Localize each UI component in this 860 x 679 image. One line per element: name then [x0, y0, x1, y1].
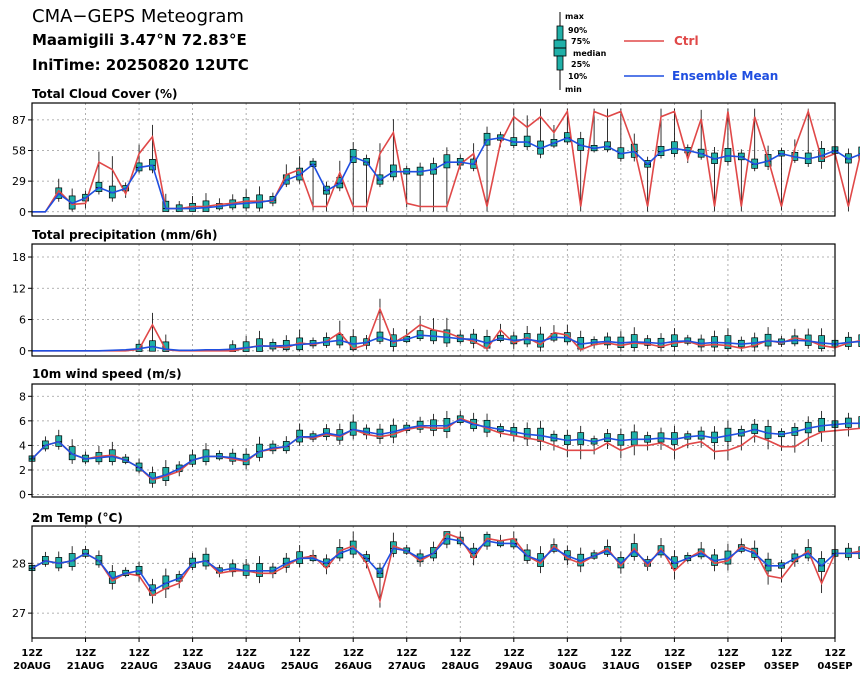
legend-median: median [573, 49, 607, 58]
panel-frame [31, 102, 836, 217]
x-tick-label-hour: 12Z [664, 648, 685, 659]
panel-title-wind: 10m wind speed (m/s) [32, 367, 182, 381]
y-tick-label: 28 [12, 557, 26, 570]
series-ctrl-line [32, 108, 860, 213]
y-tick-label: 29 [12, 175, 26, 188]
legend-p25: 25% [571, 60, 591, 69]
x-tick-label-date: 02SEP [710, 661, 745, 672]
legend-ctrl-label: Ctrl [674, 34, 699, 48]
panel-frame [31, 525, 836, 639]
series-mean-line [31, 537, 860, 592]
panel-title-precip: Total precipitation (mm/6h) [32, 228, 218, 242]
x-tick-label-date: 24AUG [227, 661, 265, 672]
series-mean-line [31, 418, 860, 480]
x-tick-label-date: 01SEP [657, 661, 692, 672]
y-tick-label: 6 [19, 314, 26, 327]
x-tick-label-hour: 12Z [236, 648, 257, 659]
panel-title-cloud: Total Cloud Cover (%) [32, 87, 178, 101]
box-iqr [256, 563, 263, 577]
x-tick-label-hour: 12Z [610, 648, 631, 659]
legend-box-glyph [553, 12, 567, 90]
x-tick-label-hour: 12Z [396, 648, 417, 659]
x-tick-label-hour: 12Z [450, 648, 471, 659]
series-ctrl-line [31, 532, 860, 604]
legend-line-swatches [624, 40, 664, 77]
legend-p90: 90% [568, 26, 588, 35]
legend-mean-label: Ensemble Mean [672, 69, 779, 83]
x-tick-label-hour: 12Z [21, 648, 42, 659]
chart-legend: max 90% 75% median 25% 10% min Ctrl Ense… [548, 8, 798, 98]
y-tick-label: 0 [19, 345, 26, 358]
x-tick-label-date: 31AUG [602, 661, 640, 672]
y-tick-label: 12 [12, 282, 26, 295]
y-tick-label: 18 [12, 251, 26, 264]
x-tick-label-date: 28AUG [441, 661, 479, 672]
y-tick-label: 6 [19, 415, 26, 428]
x-tick-label-date: 20AUG [13, 661, 51, 672]
series-ctrl-line [31, 417, 860, 481]
panel-frame [31, 383, 836, 498]
x-tick-label-date: 22AUG [120, 661, 158, 672]
x-tick-label-hour: 12Z [75, 648, 96, 659]
box-iqr [630, 334, 638, 348]
y-tick-label: 4 [19, 439, 26, 452]
y-tick-label: 8 [19, 390, 26, 403]
box-iqr [443, 154, 451, 169]
legend-min: min [565, 85, 582, 94]
panel-frame [31, 243, 836, 357]
box-iqr [630, 431, 638, 446]
y-tick-label: 27 [12, 607, 26, 620]
x-tick-label-hour: 12Z [824, 648, 845, 659]
x-tick-label-date: 26AUG [334, 661, 372, 672]
box-iqr [724, 148, 732, 162]
y-tick-label: 0 [19, 489, 26, 502]
x-tick-label-date: 04SEP [817, 661, 852, 672]
x-tick-label-hour: 12Z [343, 648, 364, 659]
x-tick-label-hour: 12Z [503, 648, 524, 659]
x-tick-label-date: 30AUG [548, 661, 586, 672]
panel-title-temp: 2m Temp (°C) [32, 511, 123, 525]
x-tick-label-hour: 12Z [128, 648, 149, 659]
box-iqr [162, 341, 170, 352]
y-tick-label: 2 [19, 464, 26, 477]
x-tick-label-date: 21AUG [67, 661, 105, 672]
x-tick-label-hour: 12Z [717, 648, 738, 659]
x-tick-label-hour: 12Z [771, 648, 792, 659]
location-label: Maamigili 3.47°N 72.83°E [32, 31, 247, 49]
x-tick-label-date: 29AUG [495, 661, 533, 672]
y-tick-label: 87 [12, 114, 26, 127]
x-tick-label-hour: 12Z [289, 648, 310, 659]
x-tick-label-hour: 12Z [182, 648, 203, 659]
legend-max: max [565, 12, 584, 21]
legend-p75: 75% [571, 37, 591, 46]
x-tick-label-date: 25AUG [281, 661, 319, 672]
y-tick-label: 0 [19, 206, 26, 219]
meteogram-title: CMA−GEPS Meteogram [32, 6, 244, 27]
series-mean-line [32, 136, 860, 213]
x-tick-label-hour: 12Z [557, 648, 578, 659]
x-tick-label-date: 27AUG [388, 661, 426, 672]
x-tick-label-date: 03SEP [764, 661, 799, 672]
legend-p10: 10% [568, 72, 588, 81]
box-iqr [858, 146, 860, 160]
x-tick-label-date: 23AUG [174, 661, 212, 672]
y-tick-label: 58 [12, 145, 26, 158]
series-mean-line [32, 334, 860, 352]
init-time-label: IniTime: 20250820 12UTC [32, 56, 249, 74]
